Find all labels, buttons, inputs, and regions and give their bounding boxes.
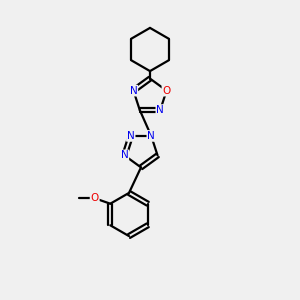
Text: N: N <box>147 131 155 141</box>
Text: N: N <box>130 85 137 96</box>
Text: N: N <box>127 131 135 141</box>
Text: O: O <box>162 85 171 96</box>
Text: O: O <box>91 193 99 203</box>
Text: N: N <box>156 105 164 115</box>
Text: N: N <box>121 150 128 161</box>
